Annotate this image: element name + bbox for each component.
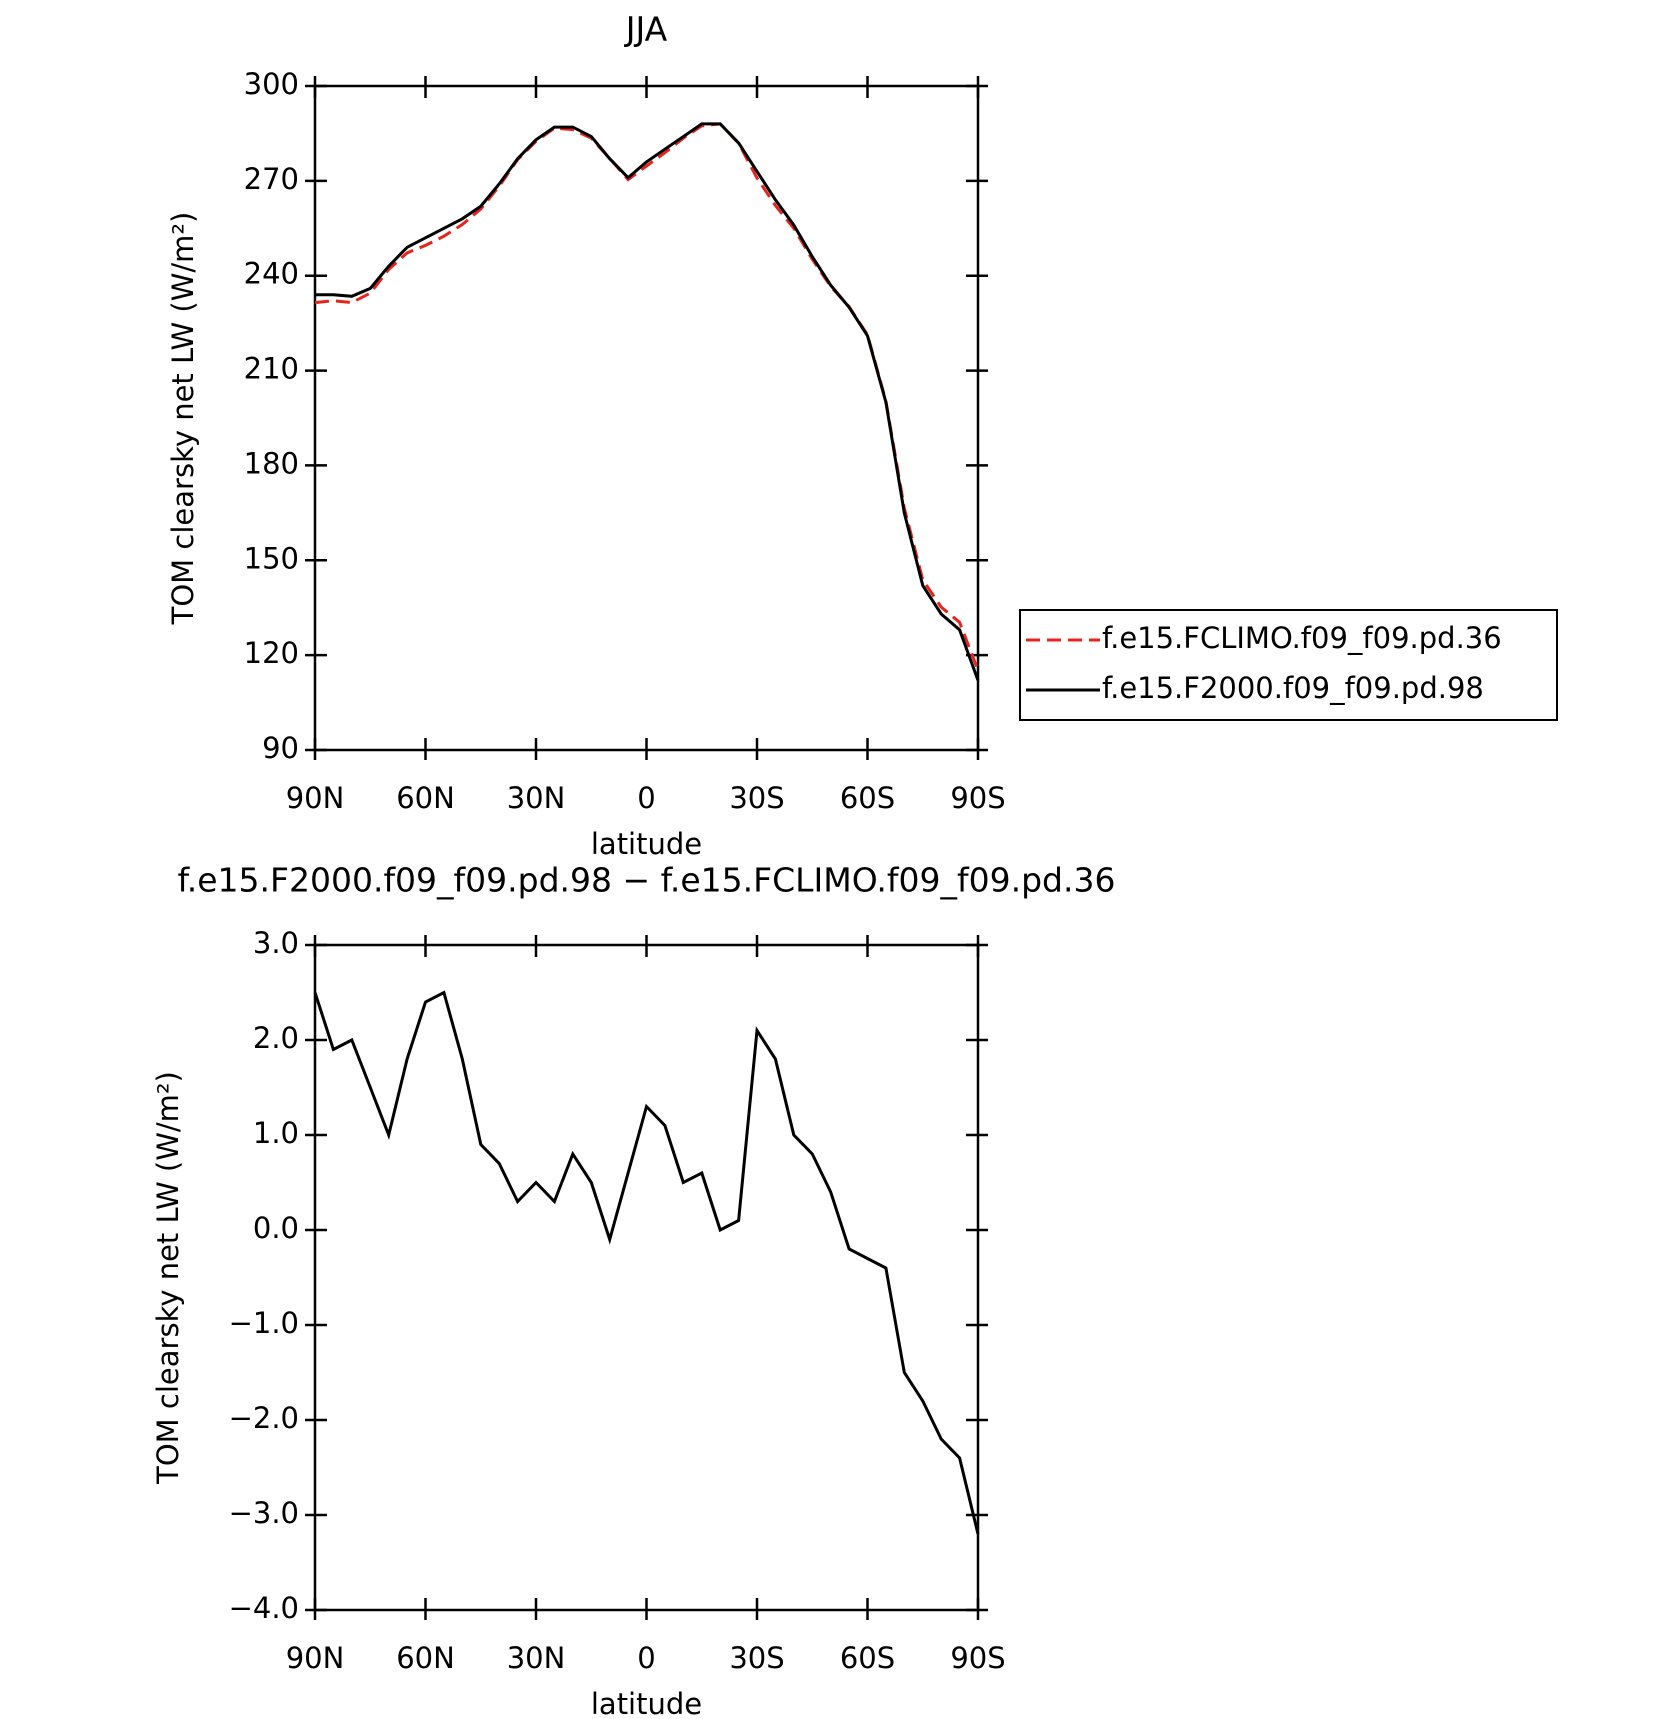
y-tick-label: 180 [244, 446, 299, 480]
y-tick-label: 300 [244, 67, 299, 101]
x-tick-label: 90N [286, 781, 345, 815]
y-tick-label: 1.0 [253, 1116, 299, 1150]
chart-title: f.e15.F2000.f09_f09.pd.98 − f.e15.FCLIMO… [178, 861, 1116, 900]
legend-label: f.e15.F2000.f09_f09.pd.98 [1102, 671, 1484, 705]
plot-frame [313, 943, 980, 1612]
x-tick-label: 60S [840, 1641, 895, 1675]
y-tick-label: 270 [244, 162, 299, 196]
x-tick-label: 0 [637, 1641, 655, 1675]
legend-box [1019, 609, 1558, 721]
x-tick-label: 30N [507, 781, 566, 815]
y-tick-label: 240 [244, 257, 299, 291]
chart-title: JJA [624, 10, 668, 49]
y-tick-label: 90 [262, 731, 299, 765]
x-tick-label: 90N [286, 1641, 345, 1675]
x-tick-label: 30S [729, 781, 784, 815]
plot-frame [313, 84, 980, 752]
y-tick-label: 150 [244, 541, 299, 575]
y-tick-label: 210 [244, 352, 299, 386]
y-tick-label: −1.0 [229, 1306, 299, 1340]
y-tick-label: 2.0 [253, 1021, 299, 1055]
x-axis-label: latitude [591, 1687, 702, 1719]
y-tick-label: 0.0 [253, 1211, 299, 1245]
x-tick-label: 60N [396, 781, 455, 815]
data-line [314, 122, 980, 671]
x-tick-label: 30S [729, 1641, 784, 1675]
x-tick-label: 60N [396, 1641, 455, 1675]
y-tick-label: 120 [244, 636, 299, 670]
x-tick-label: 90S [950, 1641, 1005, 1675]
y-tick-label: −2.0 [229, 1401, 299, 1435]
x-tick-label: 60S [840, 781, 895, 815]
data-line [313, 990, 980, 1535]
x-axis-label: latitude [591, 827, 702, 861]
data-line [315, 122, 980, 681]
y-axis-label: TOM clearsky net LW (W/m²) [166, 212, 200, 626]
x-tick-label: 30N [507, 1641, 566, 1675]
y-tick-label: 3.0 [253, 926, 299, 960]
x-tick-label: 90S [950, 781, 1005, 815]
y-tick-label: −4.0 [229, 1591, 299, 1625]
y-axis-label: TOM clearsky net LW (W/m²) [151, 1071, 185, 1485]
y-tick-label: −3.0 [229, 1496, 299, 1530]
x-tick-label: 0 [637, 781, 655, 815]
legend-label: f.e15.FCLIMO.f09_f09.pd.36 [1102, 621, 1502, 655]
